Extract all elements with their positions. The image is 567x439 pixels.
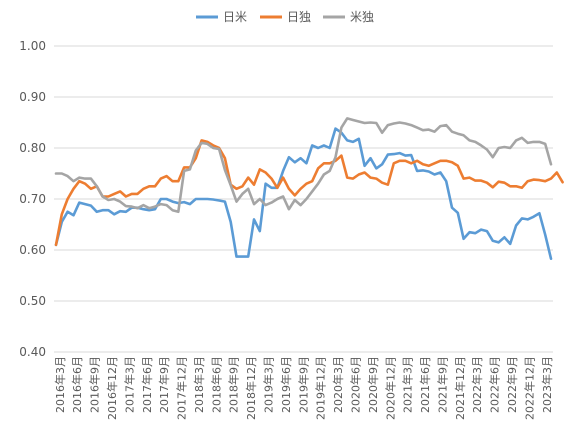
x-tick-label: 2020年6月	[349, 356, 363, 413]
x-tick-label: 2017年12月	[175, 356, 189, 420]
x-tick-label: 2020年9月	[366, 356, 380, 413]
x-tick-label: 2021年9月	[435, 356, 449, 413]
x-tick-label: 2023年3月	[540, 356, 554, 413]
x-tick-label: 2019年6月	[279, 356, 293, 413]
y-tick-label: 1.00	[19, 39, 46, 53]
series-lines	[54, 117, 564, 261]
x-tick-label: 2019年9月	[296, 356, 310, 413]
x-axis-ticks: 2016年3月 2016年6月 2016年9月 2016年12月 2017年3月 2017…	[53, 356, 554, 420]
x-tick-label: 2016年12月	[105, 356, 119, 420]
x-tick-label: 2018年12月	[244, 356, 258, 420]
x-tick-label: 2016年3月	[53, 356, 67, 413]
x-tick-label: 2018年6月	[209, 356, 223, 413]
y-tick-label: 0.70	[19, 192, 46, 206]
y-axis-ticks: 1.00 0.90 0.80 0.70 0.60 0.50 0.40	[19, 39, 46, 359]
x-tick-label: 2018年3月	[192, 356, 206, 413]
x-tick-label: 2019年3月	[262, 356, 276, 413]
series-line-1	[54, 139, 564, 247]
x-tick-label: 2022年9月	[505, 356, 519, 413]
y-tick-label: 0.60	[19, 243, 46, 257]
x-tick-label: 2022年12月	[522, 356, 536, 420]
x-tick-label: 2016年9月	[88, 356, 102, 413]
x-tick-label: 2018年9月	[227, 356, 241, 413]
y-tick-label: 0.40	[19, 345, 46, 359]
legend-label-2: 米独	[350, 10, 374, 24]
legend: 日米 日独 米独	[196, 10, 374, 24]
y-tick-label: 0.90	[19, 90, 46, 104]
x-tick-label: 2021年3月	[401, 356, 415, 413]
y-tick-label: 0.80	[19, 141, 46, 155]
x-tick-label: 2022年3月	[470, 356, 484, 413]
x-tick-label: 2022年6月	[488, 356, 502, 413]
x-tick-label: 2017年6月	[140, 356, 154, 413]
y-tick-label: 0.50	[19, 294, 46, 308]
series-line-2	[54, 117, 553, 214]
x-tick-label: 2017年9月	[157, 356, 171, 413]
x-tick-label: 2019年12月	[314, 356, 328, 420]
legend-label-1: 日独	[287, 10, 311, 24]
grid-lines	[54, 45, 553, 353]
legend-label-0: 日米	[223, 10, 247, 24]
x-tick-label: 2021年12月	[453, 356, 467, 420]
x-tick-label: 2020年3月	[331, 356, 345, 413]
x-tick-label: 2017年3月	[122, 356, 136, 413]
x-tick-label: 2020年12月	[383, 356, 397, 420]
x-tick-label: 2016年6月	[70, 356, 84, 413]
x-tick-label: 2021年6月	[418, 356, 432, 413]
